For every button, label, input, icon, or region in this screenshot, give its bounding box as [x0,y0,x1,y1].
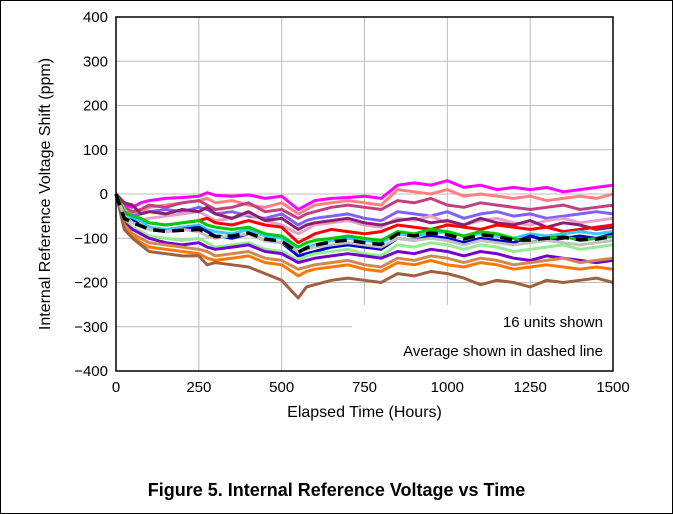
y-tick-label: −300 [74,319,108,336]
plot-area-border [115,16,614,372]
y-tick-label: 400 [83,9,108,26]
y-tick-label: 300 [83,53,108,70]
series-line-6 [114,192,614,231]
annotation-units-shown: 16 units shown [503,314,603,331]
x-tick-label: 0 [112,379,120,396]
y-axis-title: Internal Reference Voltage Shift (ppm) [37,58,54,330]
x-tick-label: 750 [352,379,377,396]
average-dashed-line [114,193,614,255]
y-tick-label: 0 [100,186,108,203]
series-line-8 [114,193,614,253]
figure-caption: Figure 5. Internal Reference Voltage vs … [147,480,526,500]
series-lines [114,179,614,300]
y-tick-label: 200 [83,98,108,115]
y-tick-label: −200 [74,275,108,292]
series-line-15 [114,193,614,300]
annotation-average-note: Average shown in dashed line [403,343,603,360]
series-line-14 [114,193,614,278]
annotation-box [352,305,613,371]
series-line-3 [114,193,614,220]
x-tick-label: 1000 [431,379,464,396]
y-tick-label: −400 [74,363,108,380]
x-tick-label: 500 [269,379,294,396]
series-line-13 [114,193,614,271]
x-tick-label: 250 [186,379,211,396]
x-axis-title: Elapsed Time (Hours) [287,404,442,421]
x-tick-label: 1250 [513,379,546,396]
y-tick-label: −100 [74,230,108,247]
y-tick-label: 100 [83,142,108,159]
series-line-12 [114,193,614,265]
chart: 16 units shown Average shown in dashed l… [37,9,630,421]
series-line-1 [114,179,614,211]
x-tick-label: 1500 [596,379,629,396]
series-line-11 [114,193,614,262]
tick-labels: 0 250 500 750 1000 1250 15004003002001000−100−… [74,9,629,396]
